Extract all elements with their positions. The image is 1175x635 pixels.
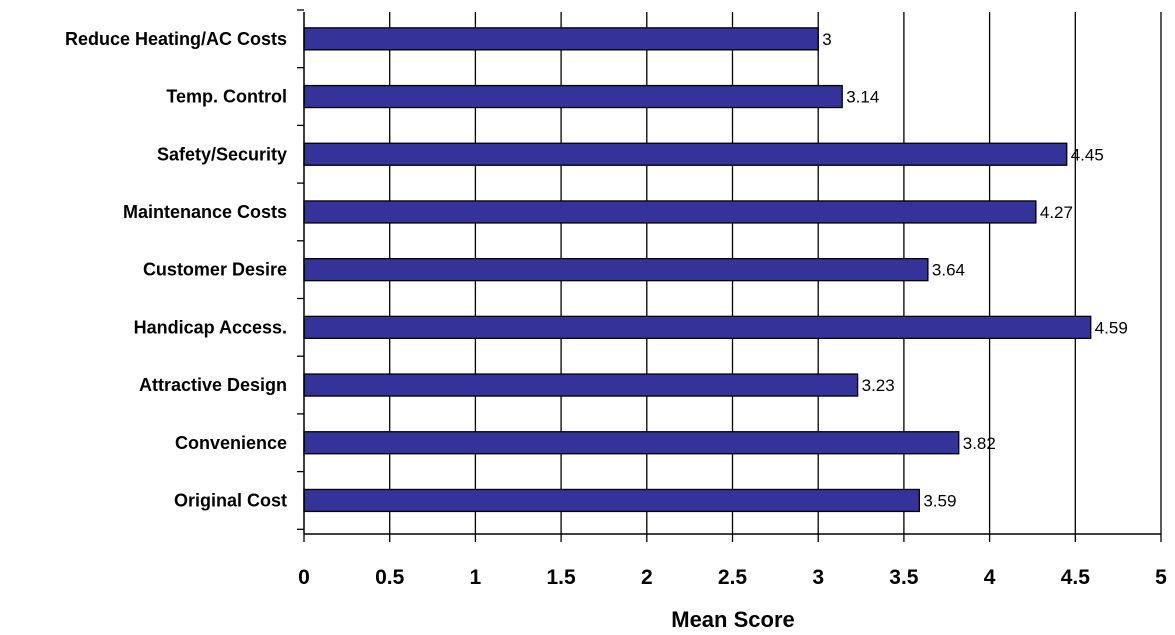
bar bbox=[303, 488, 920, 513]
bar bbox=[303, 27, 819, 51]
x-tick-label: 1.5 bbox=[546, 566, 576, 589]
category-label: Convenience bbox=[175, 433, 287, 453]
data-label: 3.23 bbox=[862, 376, 895, 395]
x-tick-label: 0.5 bbox=[375, 566, 405, 589]
axes bbox=[297, 9, 1162, 542]
bar bbox=[303, 431, 960, 455]
data-label: 3.14 bbox=[846, 88, 879, 107]
x-tick-label: 0 bbox=[298, 566, 310, 589]
category-label: Reduce Heating/AC Costs bbox=[65, 29, 287, 49]
bar bbox=[303, 84, 843, 109]
data-label: 3.64 bbox=[932, 261, 965, 280]
category-label: Attractive Design bbox=[139, 375, 287, 395]
bar bbox=[303, 257, 929, 282]
category-label: Maintenance Costs bbox=[123, 202, 287, 222]
x-tick-label: 4.5 bbox=[1061, 566, 1091, 589]
category-label: Safety/Security bbox=[157, 144, 287, 164]
x-axis-title: Mean Score bbox=[671, 607, 795, 632]
data-label: 4.27 bbox=[1040, 203, 1073, 222]
x-tick-label: 4 bbox=[984, 566, 996, 589]
data-label: 3.82 bbox=[963, 434, 996, 453]
data-label: 3.59 bbox=[923, 491, 956, 510]
x-tick-label: 5 bbox=[1155, 566, 1167, 589]
bar bbox=[303, 315, 1092, 340]
x-tick-label: 3 bbox=[812, 566, 824, 589]
bar bbox=[303, 200, 1037, 224]
labels: 0 0.5 1 1.5 2 2.5 3 3.5 4 4.5 5 3 Reduce Heating/AC … bbox=[65, 29, 1167, 589]
x-tick-label: 2 bbox=[641, 566, 653, 589]
category-label: Temp. Control bbox=[166, 87, 287, 107]
x-tick-label: 1 bbox=[470, 566, 482, 589]
category-label: Handicap Access. bbox=[134, 317, 287, 337]
data-label: 4.59 bbox=[1095, 318, 1128, 337]
data-label: 4.45 bbox=[1071, 145, 1104, 164]
x-tick-label: 3.5 bbox=[889, 566, 919, 589]
category-label: Customer Desire bbox=[143, 260, 287, 280]
category-label: Original Cost bbox=[174, 490, 287, 510]
bar bbox=[303, 142, 1068, 166]
bar bbox=[303, 373, 859, 397]
bars bbox=[303, 27, 1092, 513]
data-label: 3 bbox=[822, 30, 831, 49]
x-tick-label: 2.5 bbox=[718, 566, 748, 589]
